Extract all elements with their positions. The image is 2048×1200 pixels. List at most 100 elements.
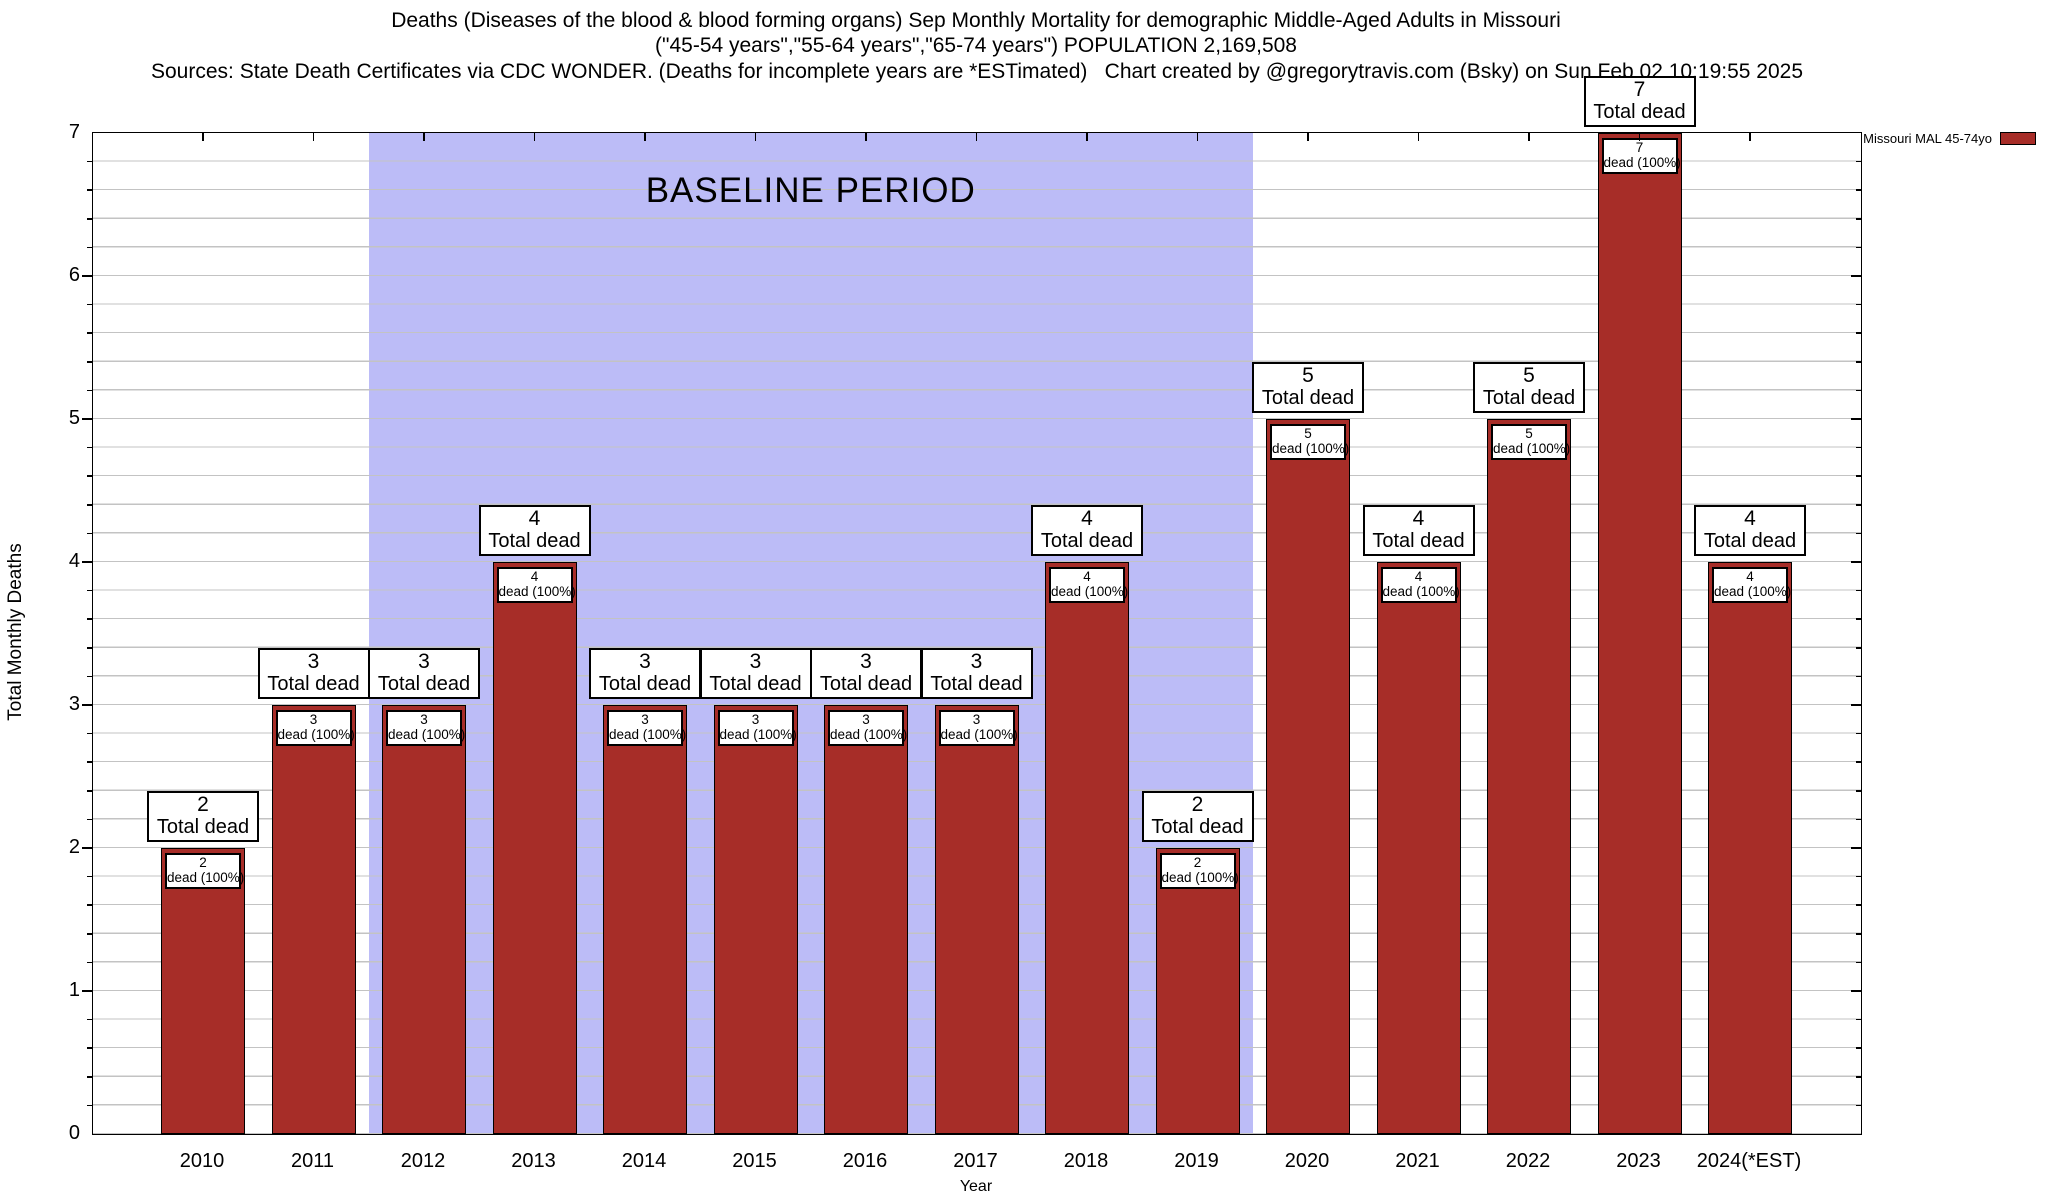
axis-tick bbox=[1856, 446, 1861, 449]
axis-tick bbox=[86, 1018, 92, 1021]
axis-tick bbox=[1856, 647, 1861, 649]
axis-tick bbox=[1851, 561, 1861, 563]
y-tick-label-7: 7 bbox=[68, 121, 80, 143]
bar-total-value: 3 bbox=[418, 650, 430, 673]
bar-total-label-2021: 4 Total dead bbox=[1362, 505, 1475, 556]
bar-inner-text: dead (100%) bbox=[1382, 584, 1460, 599]
chart-title-line2: ("45-54 years","55-64 years","65-74 year… bbox=[655, 34, 1297, 57]
bar-inner-label-2013: 4 dead (100%) bbox=[496, 567, 576, 603]
bar-2017: 3 dead (100%) 3 Total dead bbox=[920, 648, 1033, 1134]
axis-tick bbox=[86, 618, 92, 620]
bar-total-value: 3 bbox=[970, 650, 983, 673]
bar-inner-value: 3 bbox=[862, 712, 870, 727]
bar-inner-label-2017: 3 dead (100%) bbox=[938, 710, 1018, 746]
axis-tick bbox=[81, 561, 92, 563]
bar-inner-value: 3 bbox=[420, 712, 428, 727]
bar-total-text: Total dead bbox=[1593, 101, 1686, 123]
bar-inner-value: 2 bbox=[1193, 855, 1202, 870]
axis-tick bbox=[1856, 160, 1861, 163]
x-tick-label-2018: 2018 bbox=[1063, 1150, 1109, 1172]
bar-total-value: 2 bbox=[197, 793, 209, 816]
bar-2016: 3 dead (100%) 3 Total dead bbox=[810, 648, 922, 1134]
bar-total-value: 3 bbox=[860, 650, 872, 673]
bar-total-label-2018: 4 Total dead bbox=[1031, 505, 1143, 556]
bar-total-label-2012: 3 Total dead bbox=[368, 648, 480, 699]
y-tick-label-5: 5 bbox=[68, 407, 80, 429]
x-tick-label-2017: 2017 bbox=[953, 1150, 998, 1172]
axis-tick bbox=[865, 133, 867, 141]
bar-inner-label-2020: 5 dead (100%) bbox=[1270, 424, 1349, 460]
axis-tick bbox=[1856, 189, 1861, 191]
bar-total-label-2015: 3 Total dead bbox=[699, 648, 812, 699]
bar-inner-value: 3 bbox=[641, 712, 649, 727]
axis-tick bbox=[86, 818, 92, 821]
bar-total-value: 4 bbox=[1744, 507, 1756, 530]
axis-tick bbox=[1307, 133, 1309, 141]
axis-tick bbox=[1851, 847, 1861, 849]
axis-tick bbox=[86, 732, 92, 735]
axis-tick bbox=[1856, 504, 1861, 506]
axis-tick bbox=[1856, 389, 1861, 392]
y-tick-label-1: 1 bbox=[68, 979, 80, 1001]
legend-label: Missouri MAL 45-74yo bbox=[1863, 131, 1992, 146]
bar-2020: 5 dead (100%) 5 Total dead bbox=[1252, 362, 1364, 1134]
bar-2018: 4 dead (100%) 4 Total dead bbox=[1031, 505, 1143, 1134]
axis-tick bbox=[1856, 218, 1861, 220]
axis-tick bbox=[1856, 246, 1861, 249]
bar-total-text: Total dead bbox=[267, 673, 360, 695]
bar-total-value: 3 bbox=[749, 650, 762, 673]
bar-inner-label-2010: 2 dead (100%) bbox=[165, 853, 244, 889]
bar-total-text: Total dead bbox=[1703, 530, 1797, 552]
axis-tick bbox=[312, 133, 315, 141]
bar-inner-text: dead (100%) bbox=[1051, 584, 1129, 599]
y-tick-label-4: 4 bbox=[68, 550, 80, 572]
bar-total-value: 2 bbox=[1191, 793, 1204, 816]
bar-inner-value: 5 bbox=[1304, 426, 1312, 441]
axis-tick bbox=[1196, 133, 1199, 141]
y-tick-label-3: 3 bbox=[68, 693, 80, 715]
x-tick-label-2013: 2013 bbox=[511, 1150, 556, 1172]
bar-total-label-2019: 2 Total dead bbox=[1141, 791, 1254, 842]
bar-inner-label-2015: 3 dead (100%) bbox=[717, 710, 797, 746]
y-axis-title: Total Monthly Deaths bbox=[5, 543, 26, 721]
bar-inner-label-2012: 3 dead (100%) bbox=[386, 710, 465, 746]
axis-tick bbox=[86, 1076, 92, 1078]
x-tick-label-2020: 2020 bbox=[1284, 1150, 1330, 1172]
axis-tick bbox=[86, 904, 92, 906]
x-tick-label-2021: 2021 bbox=[1395, 1150, 1440, 1172]
bar-inner-value: 4 bbox=[1746, 569, 1754, 584]
x-tick-label-2010: 2010 bbox=[179, 1150, 225, 1172]
bar-2023: 7 dead (100%) 7 Total dead bbox=[1583, 76, 1696, 1134]
bar-inner-text: dead (100%) bbox=[719, 727, 797, 742]
axis-tick bbox=[81, 990, 92, 992]
axis-tick bbox=[1856, 933, 1861, 935]
bar-inner-label-2023: 7 dead (100%) bbox=[1601, 138, 1681, 174]
y-tick-label-0: 0 bbox=[68, 1122, 80, 1144]
bar-inner-label-2014: 3 dead (100%) bbox=[607, 710, 686, 746]
bar-total-value: 4 bbox=[528, 507, 541, 530]
axis-tick bbox=[1856, 904, 1861, 906]
bar-total-text: Total dead bbox=[1040, 530, 1134, 552]
bar-total-value: 5 bbox=[1302, 364, 1314, 387]
bar-inner-text: dead (100%) bbox=[1714, 584, 1792, 599]
x-tick-label-2016: 2016 bbox=[842, 1150, 888, 1172]
bar-inner-label-2024(*EST): 4 dead (100%) bbox=[1712, 567, 1792, 603]
axis-tick bbox=[1856, 761, 1861, 763]
axis-tick bbox=[1851, 704, 1861, 706]
axis-tick bbox=[1749, 133, 1751, 141]
axis-tick bbox=[86, 303, 92, 306]
axis-tick bbox=[86, 647, 92, 649]
x-tick-label-2014: 2014 bbox=[621, 1150, 667, 1172]
axis-tick bbox=[1851, 990, 1861, 992]
axis-tick bbox=[1856, 1104, 1861, 1107]
axis-tick bbox=[86, 218, 92, 220]
axis-tick bbox=[1856, 675, 1861, 678]
bar-inner-text: dead (100%) bbox=[940, 727, 1018, 742]
bar-2011: 3 dead (100%) 3 Total dead bbox=[257, 648, 370, 1134]
axis-tick bbox=[86, 875, 92, 878]
y-tick-label-6: 6 bbox=[68, 264, 80, 286]
bar-inner-value: 4 bbox=[530, 569, 539, 584]
bar-total-label-2022: 5 Total dead bbox=[1473, 362, 1585, 413]
axis-tick bbox=[1086, 133, 1088, 141]
bar-inner-label-2019: 2 dead (100%) bbox=[1159, 853, 1239, 889]
